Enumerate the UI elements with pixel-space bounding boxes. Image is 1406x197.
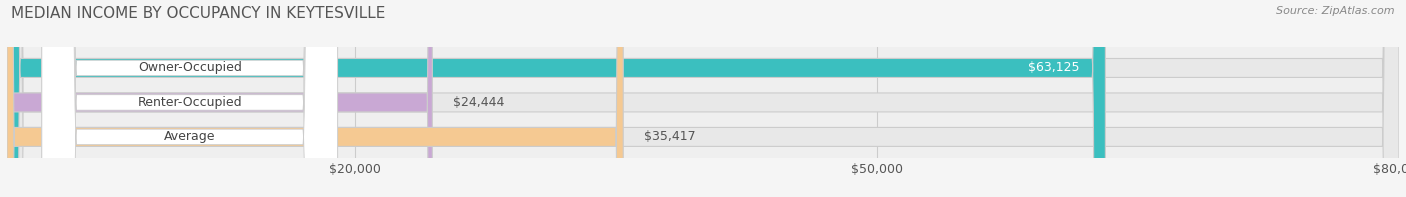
Text: Owner-Occupied: Owner-Occupied <box>138 61 242 74</box>
Text: Renter-Occupied: Renter-Occupied <box>138 96 242 109</box>
FancyBboxPatch shape <box>7 0 623 197</box>
FancyBboxPatch shape <box>42 0 337 197</box>
FancyBboxPatch shape <box>7 0 1399 197</box>
FancyBboxPatch shape <box>42 0 337 197</box>
Text: Source: ZipAtlas.com: Source: ZipAtlas.com <box>1277 6 1395 16</box>
Text: Average: Average <box>165 130 215 143</box>
Text: $63,125: $63,125 <box>1028 61 1080 74</box>
FancyBboxPatch shape <box>7 0 1399 197</box>
Text: MEDIAN INCOME BY OCCUPANCY IN KEYTESVILLE: MEDIAN INCOME BY OCCUPANCY IN KEYTESVILL… <box>11 6 385 21</box>
FancyBboxPatch shape <box>7 0 432 197</box>
Text: $24,444: $24,444 <box>453 96 505 109</box>
FancyBboxPatch shape <box>42 0 337 197</box>
FancyBboxPatch shape <box>7 0 1399 197</box>
Text: $35,417: $35,417 <box>644 130 696 143</box>
FancyBboxPatch shape <box>7 0 1105 197</box>
